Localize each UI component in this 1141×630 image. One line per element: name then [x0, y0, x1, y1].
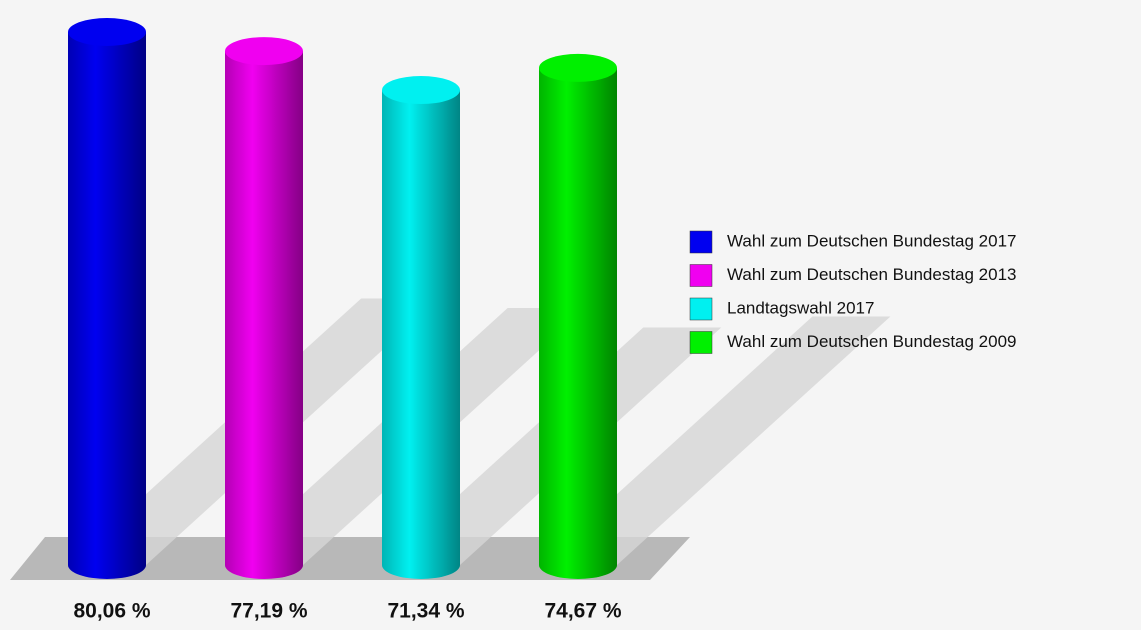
value-label: 71,34 % — [387, 600, 464, 623]
value-label: 80,06 % — [73, 600, 150, 623]
cylinder-shade — [539, 67, 617, 579]
legend-label: Wahl zum Deutschen Bundestag 2013 — [727, 265, 1017, 284]
legend-label: Wahl zum Deutschen Bundestag 2017 — [727, 231, 1017, 250]
cylinder — [225, 37, 303, 579]
legend-swatch — [689, 331, 713, 354]
cylinder-shade — [68, 32, 146, 579]
legend-swatch — [689, 264, 713, 287]
cylinder-top — [382, 76, 460, 105]
value-label: 74,67 % — [544, 600, 621, 623]
cylinder — [539, 53, 617, 579]
cylinder-top — [225, 37, 303, 66]
cylinder — [68, 18, 146, 579]
cylinder — [382, 76, 460, 579]
bar-shadow — [539, 316, 891, 565]
legend-swatch — [689, 297, 713, 321]
cylinder-top — [539, 53, 617, 82]
cylinder-top — [68, 18, 146, 46]
cylinder-shade — [225, 51, 303, 579]
cylinder-shade — [382, 90, 460, 579]
legend-swatch — [689, 230, 713, 254]
legend-label: Landtagswahl 2017 — [727, 298, 874, 317]
value-label: 77,19 % — [230, 600, 307, 623]
floor — [10, 537, 690, 580]
legend-label: Wahl zum Deutschen Bundestag 2009 — [727, 332, 1017, 351]
